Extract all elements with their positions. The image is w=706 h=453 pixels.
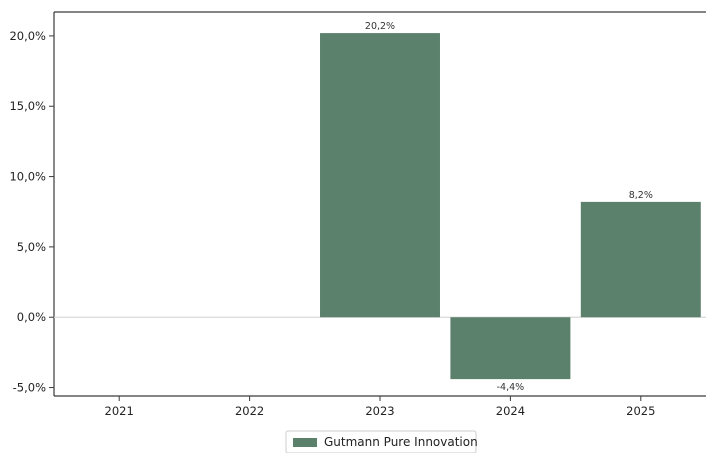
x-tick-label: 2025	[626, 404, 655, 418]
y-tick-label: 10,0%	[9, 170, 46, 184]
x-tick-label: 2021	[105, 404, 134, 418]
y-tick-label: -5,0%	[13, 381, 46, 395]
plot-area: 20,0% 15,0% 10,0% 5,0% 0,0% -5,0% 2021 2022 2023…	[9, 11, 706, 418]
y-tick-label: 5,0%	[17, 240, 46, 254]
bar-data-label: 8,2%	[629, 190, 653, 201]
y-tick-label: 0,0%	[17, 310, 46, 324]
x-tick-label: 2023	[365, 404, 394, 418]
x-tick-label: 2022	[235, 404, 264, 418]
bar-data-label: -4,4%	[497, 382, 525, 393]
y-tick-label: 20,0%	[9, 29, 46, 43]
legend-label: Gutmann Pure Innovation	[324, 435, 478, 449]
legend-swatch	[293, 438, 317, 447]
legend-box	[285, 430, 477, 453]
bar-data-label: 20,2%	[365, 21, 395, 32]
y-tick-label: 15,0%	[9, 99, 46, 113]
x-tick-label: 2024	[496, 404, 525, 418]
bar	[580, 201, 701, 318]
bar	[450, 317, 571, 380]
bar	[320, 33, 440, 318]
legend: Gutmann Pure Innovation	[285, 430, 478, 453]
